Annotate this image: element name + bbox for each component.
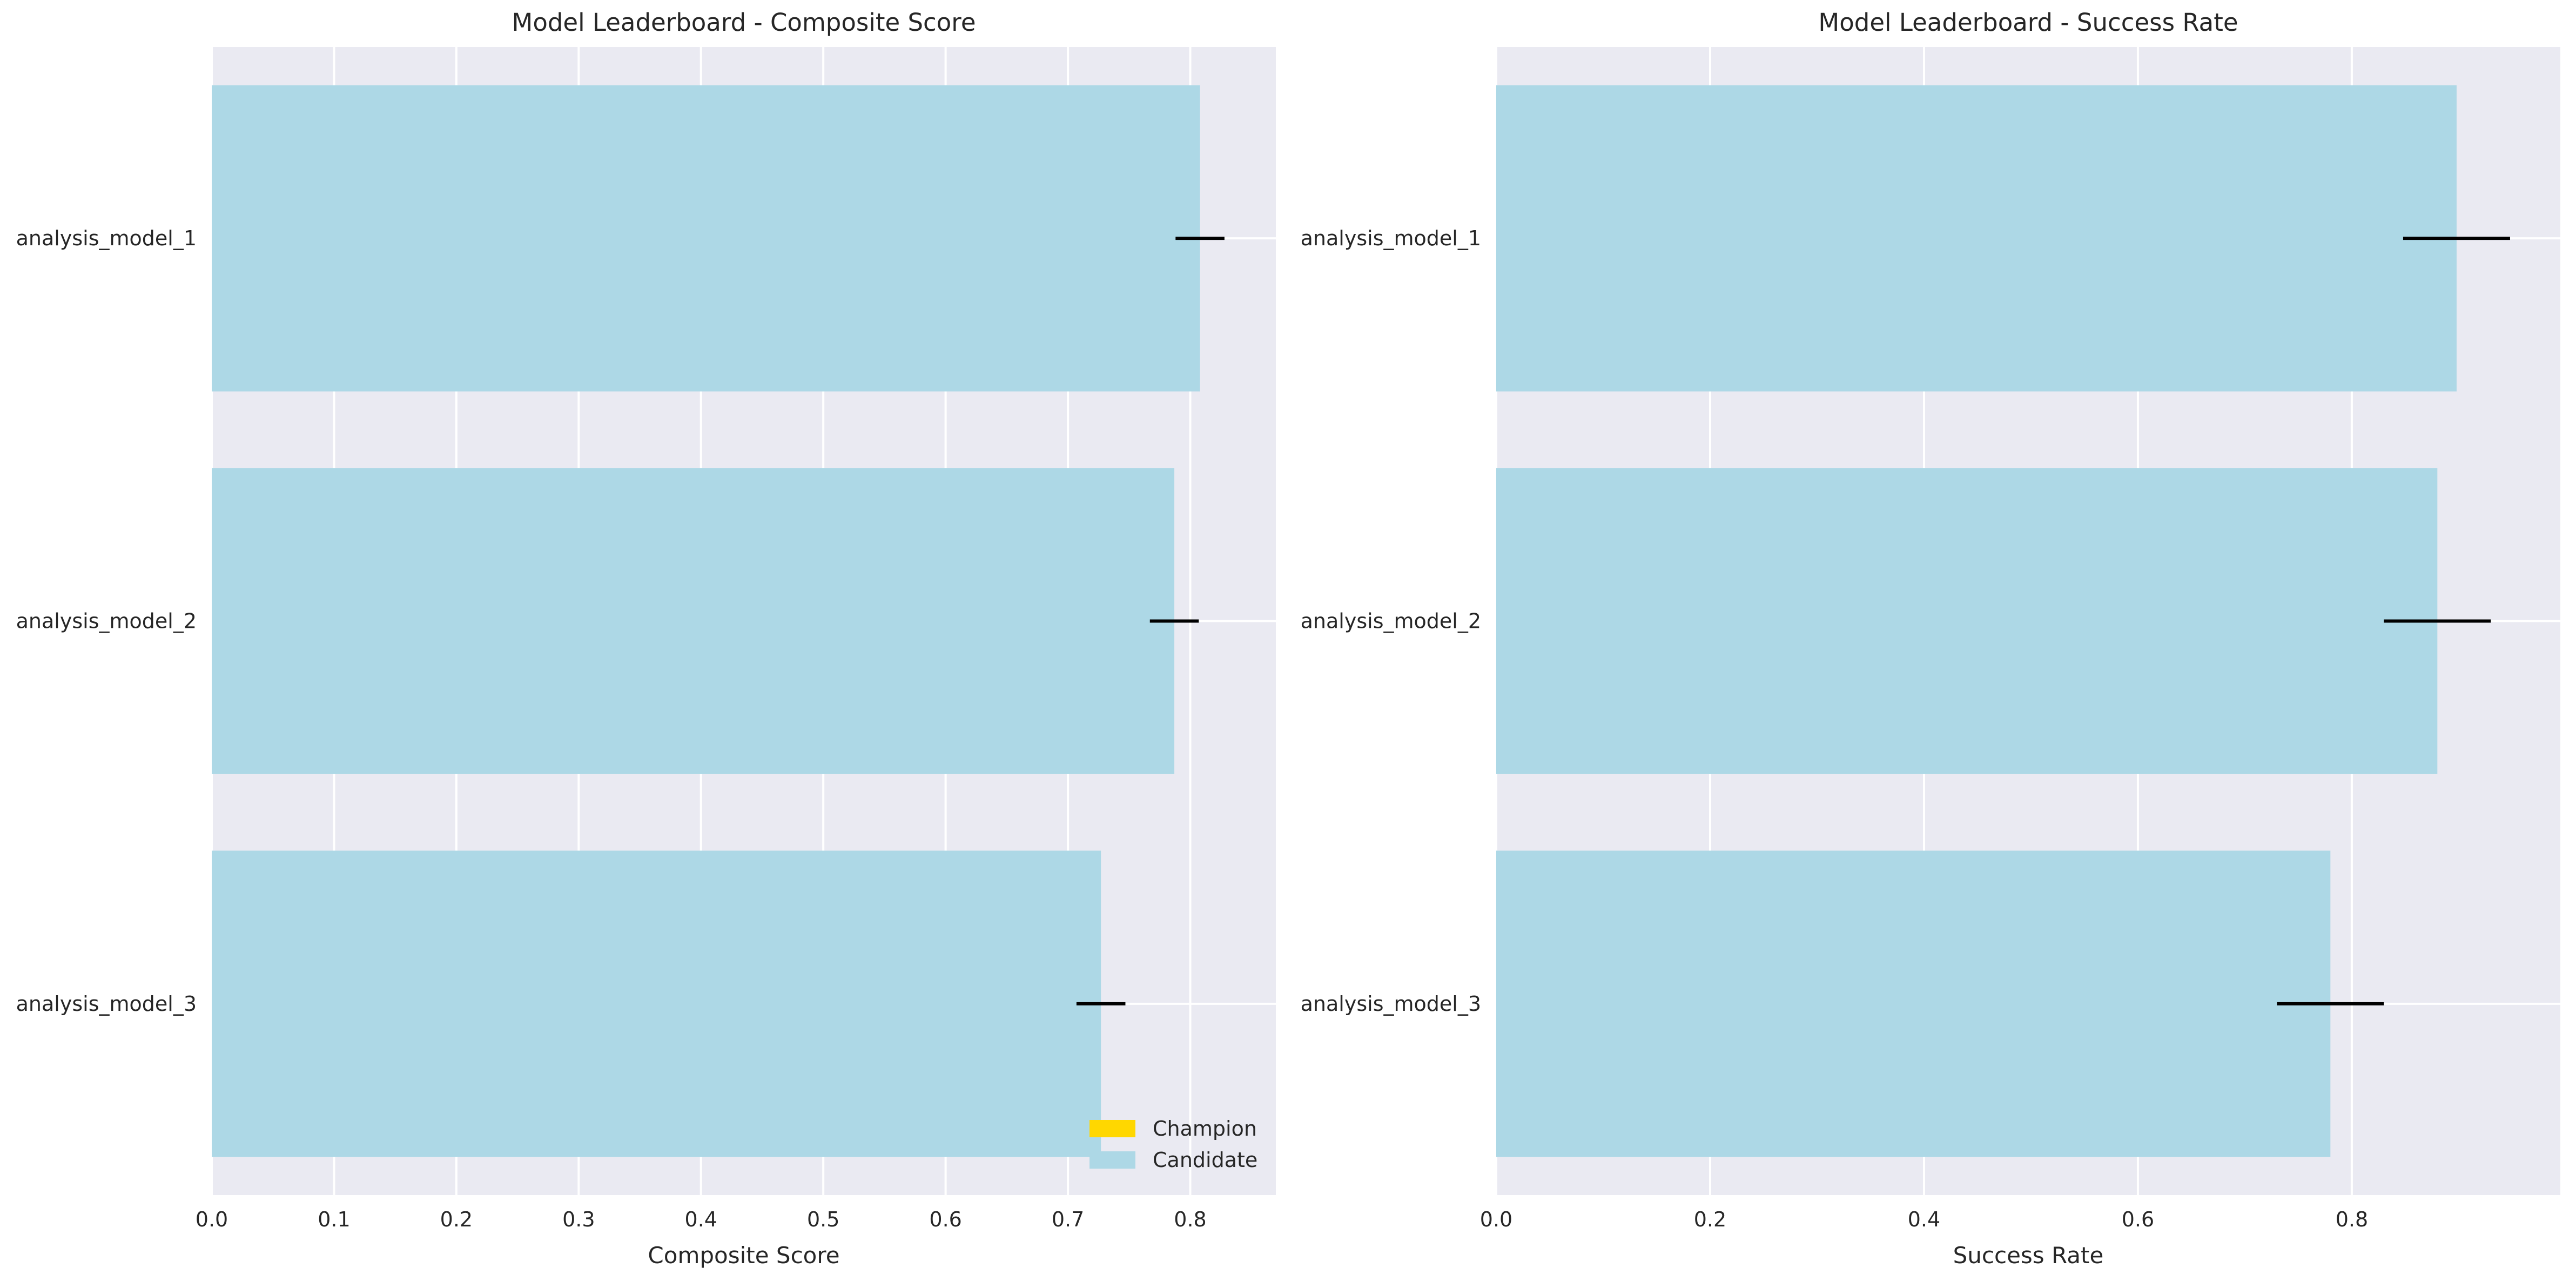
x-tick-label: 0.2 xyxy=(440,1208,473,1231)
x-tick-label: 0.4 xyxy=(685,1208,717,1231)
y-tick-label: analysis_model_3 xyxy=(1301,992,1481,1016)
legend-label-champion: Champion xyxy=(1153,1117,1257,1141)
y-tick-label: analysis_model_2 xyxy=(1301,609,1481,633)
x-tick-label: 0.3 xyxy=(562,1208,595,1231)
bar-analysis_model_3 xyxy=(1496,850,2331,1157)
x-tick-label: 0.6 xyxy=(929,1208,961,1231)
x-axis-label: Composite Score xyxy=(648,1242,839,1269)
x-tick-label: 0.6 xyxy=(2122,1208,2154,1231)
y-tick-label: analysis_model_2 xyxy=(16,609,197,633)
x-tick-label: 0.2 xyxy=(1694,1208,1726,1231)
x-axis-label: Success Rate xyxy=(1953,1242,2104,1269)
chart-title: Model Leaderboard - Success Rate xyxy=(1818,8,2238,37)
x-tick-label: 0.0 xyxy=(196,1208,228,1231)
bar-analysis_model_1 xyxy=(212,85,1200,392)
x-tick-label: 0.1 xyxy=(318,1208,350,1231)
x-tick-label: 0.8 xyxy=(2336,1208,2368,1231)
legend-swatch-candidate xyxy=(1089,1151,1135,1169)
y-tick-label: analysis_model_1 xyxy=(16,226,197,250)
legend: Champion Candidate xyxy=(1089,1117,1257,1172)
y-tick-label: analysis_model_1 xyxy=(1301,226,1481,250)
chart-title: Model Leaderboard - Composite Score xyxy=(512,8,976,37)
legend-label-candidate: Candidate xyxy=(1153,1148,1257,1172)
x-tick-label: 0.0 xyxy=(1480,1208,1512,1231)
bar-analysis_model_1 xyxy=(1496,85,2457,392)
x-tick-label: 0.8 xyxy=(1174,1208,1206,1231)
x-tick-label: 0.5 xyxy=(807,1208,839,1231)
x-tick-label: 0.4 xyxy=(1908,1208,1940,1231)
legend-swatch-champion xyxy=(1089,1120,1135,1137)
bar-analysis_model_2 xyxy=(1496,468,2438,774)
bar-analysis_model_3 xyxy=(212,850,1101,1157)
y-tick-label: analysis_model_3 xyxy=(16,992,197,1016)
chart-panel-2: analysis_model_1 analysis_model_2 analysis… xyxy=(1301,8,2560,1269)
bar-analysis_model_2 xyxy=(212,468,1175,774)
x-tick-label: 0.7 xyxy=(1052,1208,1084,1231)
chart-panel-1: analysis_model_1 analysis_model_2 analysis… xyxy=(16,8,1276,1269)
